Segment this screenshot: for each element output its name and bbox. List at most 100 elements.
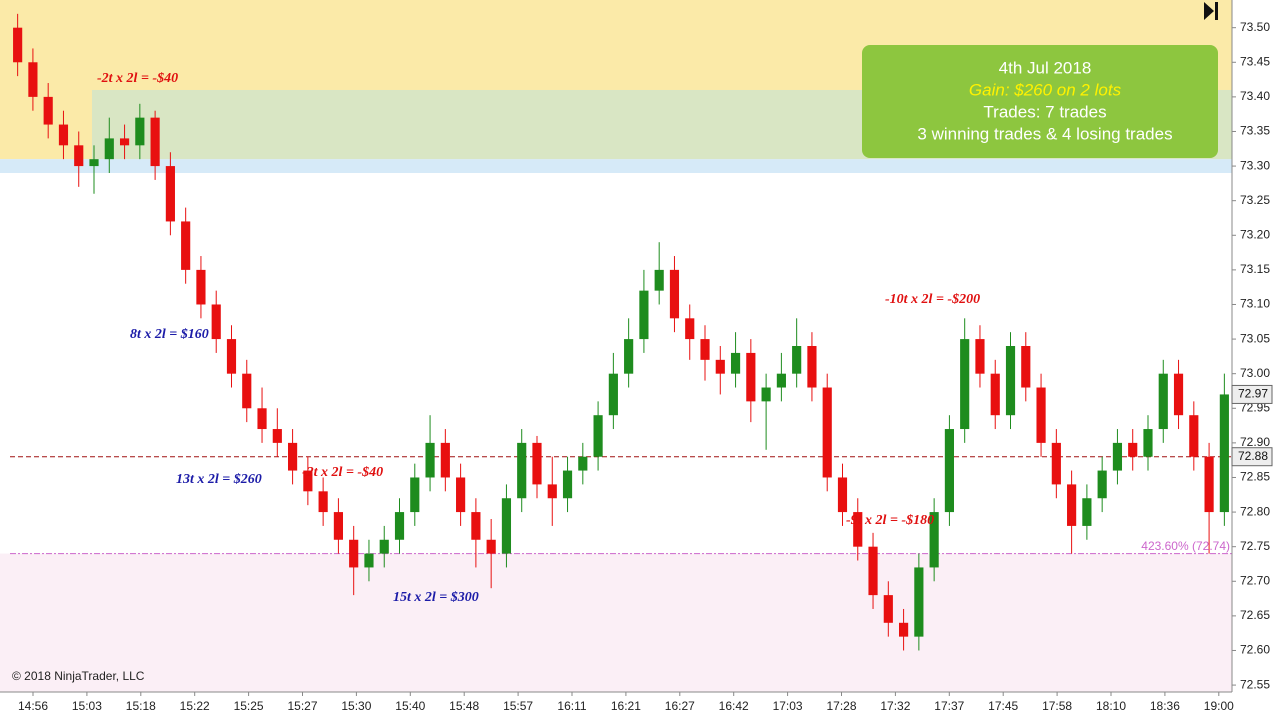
trade-annotation: -2t x 2l = -$40: [97, 71, 178, 86]
price-zone: [0, 159, 1232, 173]
candle-body: [685, 318, 695, 340]
y-tick-label: 72.80: [1240, 504, 1270, 518]
trade-annotation: -10t x 2l = -$200: [885, 292, 980, 307]
candle-body: [517, 442, 527, 499]
last-price-label: 72.97: [1238, 387, 1268, 401]
x-tick-label: 16:21: [611, 699, 641, 713]
candle-body: [89, 159, 99, 167]
x-tick-label: 19:00: [1204, 699, 1234, 713]
candle-body: [272, 429, 282, 443]
candle-body: [914, 567, 924, 637]
candle-body: [975, 339, 985, 374]
candle-body: [150, 117, 160, 167]
y-tick-label: 73.50: [1240, 20, 1270, 34]
candle-body: [257, 408, 267, 430]
y-tick-label: 72.60: [1240, 643, 1270, 657]
candle-body: [318, 491, 328, 513]
candle-body: [165, 166, 175, 222]
candle-body: [853, 512, 863, 547]
candle-body: [226, 339, 237, 374]
candle-body: [624, 339, 634, 374]
x-tick-label: 15:03: [72, 699, 102, 713]
candle-body: [1173, 373, 1184, 416]
y-tick-label: 72.95: [1240, 400, 1270, 414]
y-tick-label: 72.75: [1240, 539, 1270, 553]
y-tick-label: 72.70: [1240, 573, 1270, 587]
candle-body: [654, 269, 664, 291]
y-tick-label: 73.00: [1240, 366, 1270, 380]
candle-body: [211, 304, 221, 340]
x-tick-label: 15:30: [341, 699, 371, 713]
y-tick-label: 72.85: [1240, 470, 1270, 484]
x-tick-label: 16:27: [665, 699, 695, 713]
info-date: 4th Jul 2018: [999, 58, 1092, 77]
trade-annotation: -9t x 2l = -$180: [846, 513, 934, 528]
x-tick-label: 17:45: [988, 699, 1018, 713]
x-tick-label: 18:36: [1150, 699, 1180, 713]
info-gain: Gain: $260 on 2 lots: [969, 80, 1122, 99]
candle-body: [242, 373, 252, 409]
candle-body: [578, 456, 588, 471]
candle-body: [532, 442, 542, 485]
candle-body: [929, 512, 939, 568]
x-tick-label: 14:56: [18, 699, 48, 713]
candle-body: [1082, 498, 1092, 526]
candle-body: [471, 512, 481, 540]
price-box: [1231, 384, 1273, 404]
trade-annotation: -2t x 2l = -$40: [302, 465, 383, 480]
candle-body: [349, 539, 359, 568]
candle-body: [410, 477, 420, 513]
candle-body: [288, 442, 298, 471]
y-tick-label: 73.05: [1240, 331, 1270, 345]
candle-body: [13, 27, 23, 63]
candle-body: [1036, 387, 1046, 443]
candle-body: [303, 470, 313, 492]
y-tick-label: 72.65: [1240, 608, 1270, 622]
x-tick-label: 15:22: [180, 699, 210, 713]
x-tick-label: 15:40: [395, 699, 425, 713]
candle-body: [822, 387, 832, 478]
candle-body: [837, 477, 848, 513]
candle-body: [135, 117, 145, 146]
x-tick-label: 15:27: [287, 699, 317, 713]
candle-body: [807, 346, 817, 388]
candle-body: [700, 339, 710, 360]
candle-body: [74, 145, 84, 167]
y-tick-label: 72.90: [1240, 435, 1270, 449]
y-tick-label: 73.40: [1240, 89, 1270, 103]
x-tick-label: 18:10: [1096, 699, 1126, 713]
copyright: © 2018 NinjaTrader, LLC: [12, 669, 145, 683]
x-tick-label: 15:18: [126, 699, 156, 713]
candle-body: [43, 96, 53, 125]
candle-body: [104, 138, 114, 160]
candle-body: [608, 373, 618, 416]
play-icon[interactable]: [1204, 2, 1218, 20]
y-tick-label: 72.55: [1240, 677, 1270, 691]
x-tick-label: 17:03: [773, 699, 803, 713]
candle-body: [119, 138, 130, 146]
candle-body: [501, 498, 512, 554]
candle-body: [883, 595, 893, 623]
candle-body: [379, 539, 389, 554]
candle-body: [1189, 415, 1199, 457]
trade-annotation: 8t x 2l = $160: [130, 327, 209, 342]
candle-body: [547, 484, 557, 499]
candle-body: [1097, 470, 1107, 499]
candle-body: [394, 512, 405, 540]
candle-body: [868, 546, 878, 596]
x-tick-label: 15:48: [449, 699, 479, 713]
info-summary: 3 winning trades & 4 losing trades: [917, 124, 1172, 143]
level-label: 423.60% (72.74): [1141, 539, 1230, 553]
candle-body: [960, 339, 970, 430]
candle-body: [1204, 456, 1214, 513]
y-tick-label: 73.35: [1240, 124, 1270, 138]
candle-body: [425, 442, 435, 478]
x-tick-label: 17:37: [934, 699, 964, 713]
candle-body: [58, 124, 69, 146]
candle-body: [1143, 429, 1153, 457]
candle-body: [364, 553, 374, 568]
candle-body: [1128, 442, 1138, 457]
y-tick-label: 73.45: [1240, 54, 1270, 68]
x-tick-label: 16:42: [719, 699, 749, 713]
